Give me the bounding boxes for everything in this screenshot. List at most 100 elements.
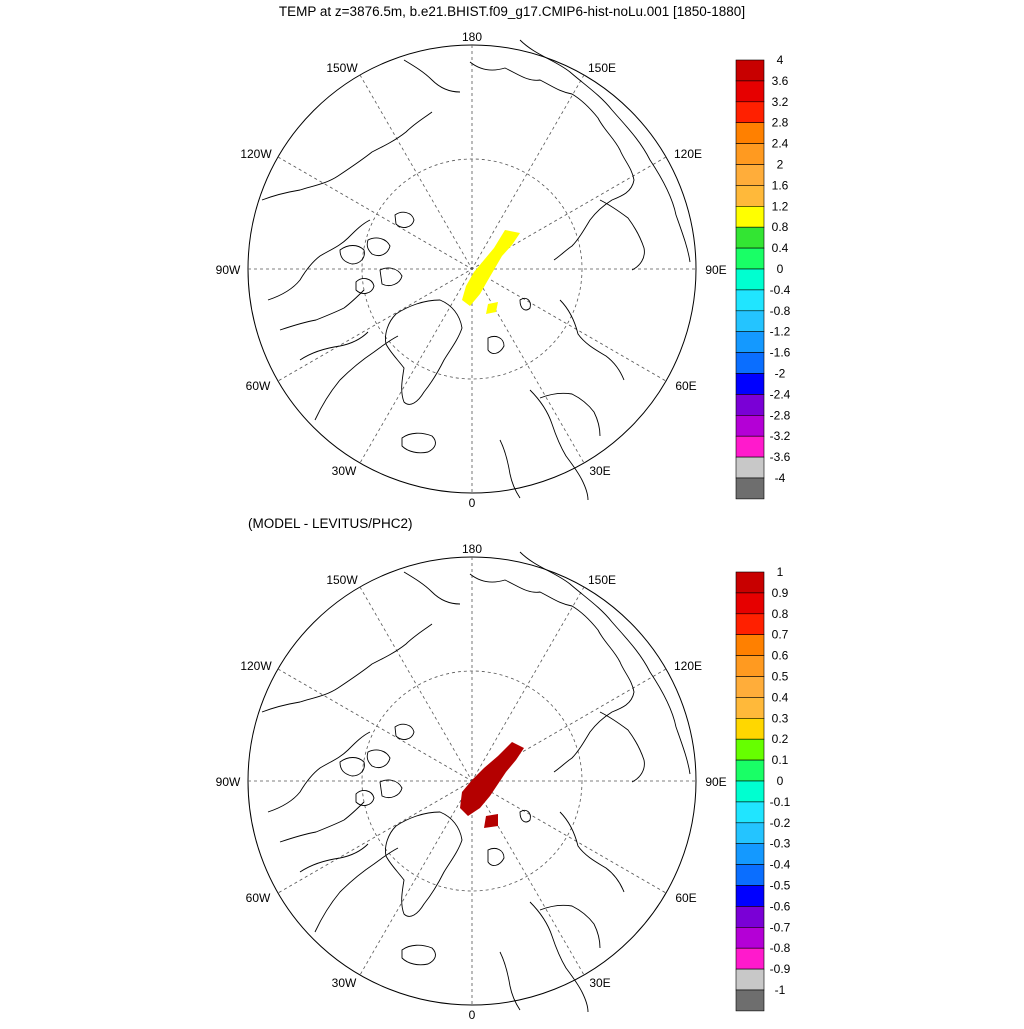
- bottom-anomaly-patch: [460, 742, 524, 816]
- top-colorbar-label: -0.4: [770, 283, 791, 297]
- label-120w: 120W: [240, 147, 272, 161]
- label-60w: 60W: [246, 891, 271, 905]
- bottom-colorbar-label: 0.6: [772, 649, 789, 663]
- bottom-colorbar-swatch: [735, 968, 765, 991]
- top-colorbar-swatch: [735, 59, 765, 82]
- bottom-colorbar-label: -0.4: [770, 858, 791, 872]
- top-colorbar-swatch: [735, 477, 765, 500]
- top-colorbar-label: -3.2: [770, 429, 791, 443]
- bottom-colorbar-swatch: [735, 926, 765, 949]
- bottom-colorbar-swatch: [735, 738, 765, 761]
- bottom-anomaly-region: [460, 742, 524, 828]
- label-60w: 60W: [246, 379, 271, 393]
- top-colorbar-swatch: [735, 143, 765, 165]
- bottom-colorbar-label: 0.4: [772, 690, 789, 704]
- label-90e: 90E: [705, 263, 726, 277]
- top-colorbar-swatch: [735, 226, 765, 249]
- bottom-colorbar-swatch: [735, 613, 765, 635]
- bottom-colorbar-swatch: [735, 989, 765, 1012]
- label-120e: 120E: [674, 147, 702, 161]
- bottom-colorbar-swatch: [735, 780, 765, 803]
- bottom-colorbar-swatch: [735, 697, 765, 719]
- label-150e: 150E: [588, 573, 616, 587]
- top-meridian-lines: [248, 45, 696, 493]
- bottom-colorbar-label: 0.9: [772, 586, 789, 600]
- top-colorbar-swatch: [735, 80, 765, 103]
- label-150w: 150W: [326, 573, 358, 587]
- bottom-colorbar-swatch: [735, 843, 765, 865]
- bottom-colorbar-label: 1: [777, 565, 784, 579]
- bottom-colorbar-swatch: [735, 717, 765, 740]
- top-colorbar-swatch: [735, 247, 765, 270]
- bottom-colorbar: 1 0.9 0.8 0.7 0.6 0.5 0.4 0.3 0.2 0.1 0 -0.1 -0.2 -0.…: [735, 565, 791, 1012]
- bottom-colorbar-swatch: [735, 592, 765, 615]
- label-90e: 90E: [705, 775, 726, 789]
- top-colorbar-label: 4: [777, 53, 784, 67]
- figure-subtitle: (MODEL - LEVITUS/PHC2): [248, 516, 413, 531]
- top-colorbar-swatch: [735, 331, 765, 353]
- label-120e: 120E: [674, 659, 702, 673]
- bottom-colorbar-swatch: [735, 676, 765, 698]
- top-colorbar-swatch: [735, 185, 765, 207]
- top-colorbar-label: 2.4: [772, 137, 789, 151]
- top-colorbar-label: 2.8: [772, 116, 789, 130]
- top-colorbar-label: 3.6: [772, 74, 789, 88]
- bottom-colorbar-label: -0.5: [770, 879, 791, 893]
- label-90w: 90W: [216, 263, 241, 277]
- top-colorbar-label: -2.8: [770, 408, 791, 422]
- label-30w: 30W: [332, 976, 357, 990]
- label-150w: 150W: [326, 61, 358, 75]
- top-colorbar-label: -1.2: [770, 325, 791, 339]
- bottom-longitude-labels: 180 150W 150E 120W 120E 90W 90E 60W 60E …: [216, 542, 727, 1022]
- bottom-colorbar-label: -0.8: [770, 941, 791, 955]
- label-30e: 30E: [589, 976, 610, 990]
- bottom-anomaly-fragment: [484, 814, 498, 828]
- bottom-colorbar-label: -0.6: [770, 899, 791, 913]
- bottom-colorbar-label: -0.9: [770, 962, 791, 976]
- figure-title: TEMP at z=3876.5m, b.e21.BHIST.f09_g17.C…: [279, 4, 745, 19]
- bottom-colorbar-label: -0.1: [770, 795, 791, 809]
- bottom-polar-map: 180 150W 150E 120W 120E 90W 90E 60W 60E …: [216, 542, 727, 1022]
- bottom-colorbar-swatch: [735, 759, 765, 782]
- top-colorbar-swatch: [735, 164, 765, 186]
- top-colorbar-label: -0.8: [770, 304, 791, 318]
- bottom-colorbar-label: 0.7: [772, 628, 789, 642]
- top-colorbar-label: 1.6: [772, 178, 789, 192]
- top-colorbar-swatch: [735, 352, 765, 374]
- label-0: 0: [469, 1008, 476, 1022]
- bottom-colorbar-label: 0.8: [772, 607, 789, 621]
- label-90w: 90W: [216, 775, 241, 789]
- top-colorbar-label: 0: [777, 262, 784, 276]
- bottom-colorbar-label: 0: [777, 774, 784, 788]
- top-colorbar-label: 0.4: [772, 241, 789, 255]
- label-180: 180: [462, 30, 482, 44]
- bottom-colorbar-label: 0.1: [772, 753, 789, 767]
- top-colorbar-label: 0.8: [772, 220, 789, 234]
- top-colorbar-swatch: [735, 310, 765, 332]
- top-colorbar-swatch: [735, 414, 765, 437]
- bottom-colorbar-label: 0.2: [772, 732, 789, 746]
- bottom-colorbar-label: 0.3: [772, 711, 789, 725]
- top-colorbar-swatch: [735, 435, 765, 458]
- top-colorbar-swatch: [735, 101, 765, 124]
- bottom-colorbar-swatch: [735, 947, 765, 970]
- label-30w: 30W: [332, 464, 357, 478]
- label-60e: 60E: [675, 379, 696, 393]
- top-colorbar-label: -4: [775, 471, 786, 485]
- top-polar-map: 180 150W 150E 120W 120E 90W 90E 60W 60E …: [216, 30, 727, 510]
- top-colorbar-swatch: [735, 456, 765, 479]
- bottom-colorbar-label: -0.3: [770, 837, 791, 851]
- top-colorbar-swatch: [735, 394, 765, 416]
- bottom-colorbar-label: -0.7: [770, 920, 791, 934]
- top-colorbar-label: -2: [775, 367, 786, 381]
- bottom-colorbar-swatch: [735, 571, 765, 594]
- label-30e: 30E: [589, 464, 610, 478]
- top-anomaly-region: [462, 230, 520, 314]
- bottom-colorbar-swatch: [735, 906, 765, 928]
- bottom-colorbar-label: 0.5: [772, 670, 789, 684]
- bottom-colorbar-label: -1: [775, 983, 786, 997]
- bottom-colorbar-label: -0.2: [770, 816, 791, 830]
- bottom-colorbar-swatch: [735, 655, 765, 677]
- top-colorbar-label: -1.6: [770, 346, 791, 360]
